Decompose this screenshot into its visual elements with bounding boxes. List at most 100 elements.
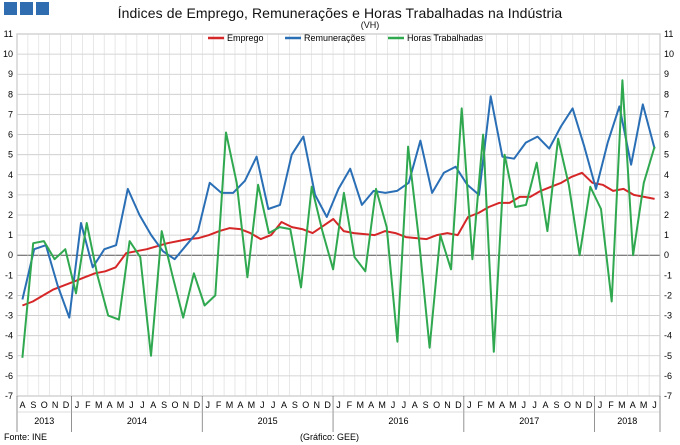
x-tick-label-month: J <box>75 400 80 410</box>
x-tick-label-month: S <box>423 400 429 410</box>
series-line-horas-trabalhadas <box>21 79 656 358</box>
x-tick-label-month: S <box>553 400 559 410</box>
y-tick-label-right: 4 <box>664 170 669 180</box>
y-tick-label-left: 9 <box>8 69 13 79</box>
chart-title: Índices de Emprego, Remunerações e Horas… <box>117 5 563 21</box>
x-tick-label-month: N <box>444 400 451 410</box>
x-tick-label-month: J <box>532 400 537 410</box>
x-tick-label-month: A <box>150 400 156 410</box>
x-tick-label-month: N <box>183 400 190 410</box>
logo-square-2 <box>20 2 33 15</box>
x-tick-label-month: D <box>63 400 70 410</box>
y-tick-label-left: 1 <box>8 230 13 240</box>
x-tick-label-month: M <box>117 400 125 410</box>
x-tick-label-month: D <box>324 400 331 410</box>
x-tick-label-month: J <box>391 400 396 410</box>
y-tick-label-right: 7 <box>664 109 669 119</box>
x-tick-label-month: M <box>640 400 648 410</box>
x-tick-label-year: 2016 <box>388 416 408 426</box>
x-tick-label-month: D <box>194 400 201 410</box>
y-tick-label-right: 3 <box>664 190 669 200</box>
x-tick-label-month: A <box>19 400 25 410</box>
x-tick-label-month: A <box>107 400 113 410</box>
y-tick-label-left: 10 <box>3 49 13 59</box>
x-tick-label-month: J <box>129 400 134 410</box>
x-tick-label-month: J <box>598 400 603 410</box>
y-tick-label-right: 2 <box>664 210 669 220</box>
x-tick-label-year: 2013 <box>34 416 54 426</box>
y-tick-label-right: 6 <box>664 130 669 140</box>
legend-label: Horas Trabalhadas <box>407 33 484 43</box>
x-tick-label-month: M <box>95 400 103 410</box>
x-tick-label-month: N <box>575 400 582 410</box>
y-tick-label-right: -1 <box>664 270 672 280</box>
x-tick-label-month: S <box>161 400 167 410</box>
x-tick-label-year: 2018 <box>617 416 637 426</box>
y-tick-label-left: 11 <box>4 29 13 39</box>
x-tick-label-month: J <box>467 400 472 410</box>
x-tick-label-month: D <box>586 400 593 410</box>
y-tick-label-left: 4 <box>8 170 13 180</box>
y-tick-label-left: 0 <box>8 250 13 260</box>
x-tick-label-month: J <box>336 400 341 410</box>
x-tick-label-month: A <box>630 400 636 410</box>
x-tick-label-year: 2015 <box>258 416 278 426</box>
x-tick-label-month: F <box>347 400 353 410</box>
y-tick-label-right: -7 <box>664 391 672 401</box>
x-tick-label-month: A <box>499 400 505 410</box>
x-tick-label-month: N <box>313 400 320 410</box>
x-tick-label-month: J <box>522 400 527 410</box>
x-tick-label-month: A <box>281 400 287 410</box>
y-tick-label-right: 5 <box>664 150 669 160</box>
x-tick-label-month: O <box>41 400 48 410</box>
y-tick-label-right: 10 <box>664 49 674 59</box>
y-tick-label-left: -2 <box>5 290 13 300</box>
y-tick-label-left: 6 <box>8 130 13 140</box>
x-tick-label-month: M <box>487 400 495 410</box>
chart-subtitle: (VH) <box>360 20 380 30</box>
y-tick-label-right: -6 <box>664 371 672 381</box>
y-tick-label-right: -3 <box>664 311 672 321</box>
x-tick-label-month: M <box>509 400 517 410</box>
x-tick-label-month: A <box>412 400 418 410</box>
x-tick-label-month: M <box>378 400 386 410</box>
x-tick-label-month: J <box>271 400 276 410</box>
logo-square-1 <box>4 2 17 15</box>
x-tick-label-month: A <box>368 400 374 410</box>
x-tick-label-year: 2017 <box>519 416 539 426</box>
y-tick-label-right: -2 <box>664 290 672 300</box>
legend-label: Remunerações <box>304 33 366 43</box>
x-tick-label-month: O <box>172 400 179 410</box>
x-tick-label-month: O <box>302 400 309 410</box>
x-tick-label-month: J <box>205 400 210 410</box>
x-tick-label-month: J <box>140 400 145 410</box>
x-tick-label-year: 2014 <box>127 416 147 426</box>
x-tick-label-month: J <box>652 400 657 410</box>
series-line-remunera-es <box>21 95 656 319</box>
source-note: Fonte: INE <box>4 432 48 442</box>
x-tick-label-month: M <box>248 400 256 410</box>
x-tick-label-month: M <box>618 400 626 410</box>
y-tick-label-right: 8 <box>664 89 669 99</box>
credit-note: (Gráfico: GEE) <box>300 432 360 442</box>
x-tick-label-month: M <box>226 400 234 410</box>
legend-label: Emprego <box>227 33 264 43</box>
x-tick-label-month: J <box>402 400 407 410</box>
y-tick-label-right: 11 <box>664 29 673 39</box>
x-tick-label-month: O <box>433 400 440 410</box>
x-tick-label-month: F <box>85 400 91 410</box>
y-tick-label-left: -3 <box>5 311 13 321</box>
y-tick-label-left: 8 <box>8 89 13 99</box>
y-tick-label-left: 7 <box>8 109 13 119</box>
x-tick-label-month: O <box>564 400 571 410</box>
logo-square-3 <box>36 2 49 15</box>
x-tick-label-month: F <box>477 400 483 410</box>
y-tick-label-left: -7 <box>5 391 13 401</box>
x-tick-label-month: N <box>52 400 59 410</box>
y-tick-label-left: -5 <box>5 351 13 361</box>
y-tick-label-right: 9 <box>664 69 669 79</box>
x-tick-label-month: M <box>357 400 365 410</box>
y-tick-label-left: 5 <box>8 150 13 160</box>
x-tick-label-month: A <box>543 400 549 410</box>
y-tick-label-right: -5 <box>664 351 672 361</box>
